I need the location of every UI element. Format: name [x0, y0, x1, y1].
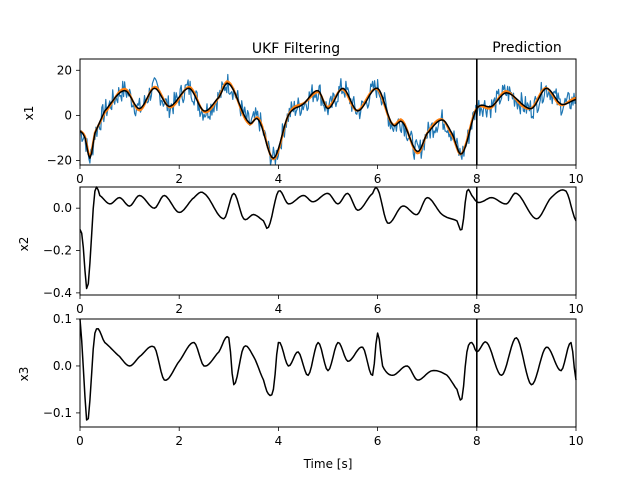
- x-tick-label: 6: [374, 172, 382, 186]
- x-tick-label: 2: [175, 302, 183, 316]
- x-tick-label: 2: [175, 172, 183, 186]
- x-tick-label: 8: [473, 172, 481, 186]
- series-layer: [79, 186, 577, 295]
- y-axis-label: x1: [22, 106, 36, 121]
- x-tick-label: 6: [374, 434, 382, 448]
- x-tick-label: 4: [275, 434, 283, 448]
- x-tick-label: 8: [473, 434, 481, 448]
- y-tick-label: −20: [47, 153, 72, 167]
- x-tick-label: 0: [76, 302, 84, 316]
- ticks-layer: 0 2 4 6 8 10 −20 0 20: [47, 63, 584, 186]
- chart-title: UKF Filtering: [252, 41, 340, 57]
- x-tick-label: 4: [275, 172, 283, 186]
- ticks-layer: 0 2 4 6 8 10 −0.1 0.0 0.1: [43, 312, 584, 448]
- y-axis-label: x2: [17, 237, 31, 252]
- x-tick-label: 8: [473, 302, 481, 316]
- plot-frame: [79, 318, 577, 428]
- y-tick-label: 20: [57, 63, 72, 77]
- ticks-layer: 0 2 4 6 8 10 −0.4 −0.2 0.0: [43, 201, 584, 316]
- x-axis-label: Time [s]: [303, 457, 353, 471]
- series-layer: [79, 318, 577, 427]
- series-line-x2-estimate: [79, 186, 577, 290]
- y-tick-label: −0.4: [43, 286, 72, 300]
- y-tick-label: 0.0: [53, 359, 72, 373]
- series-layer: [79, 59, 577, 166]
- y-tick-label: −0.1: [43, 406, 72, 420]
- x-tick-label: 10: [568, 434, 583, 448]
- x-tick-label: 2: [175, 434, 183, 448]
- x-tick-label: 10: [568, 172, 583, 186]
- y-tick-label: 0: [64, 108, 72, 122]
- series-line-true-state: [79, 82, 577, 159]
- panel-x2: x2 0 2 4 6 8 10 −0.4 −0.2 0.0: [17, 186, 584, 316]
- panel-x3: x3 0 2 4 6 8 10 −0.1 0.0 0.1 Time [s]: [17, 312, 584, 471]
- y-tick-label: 0.1: [53, 312, 72, 326]
- x-tick-label: 10: [568, 302, 583, 316]
- x-tick-label: 6: [374, 302, 382, 316]
- series-line-ukf-estimate: [79, 80, 577, 161]
- plot-frame: [79, 58, 577, 166]
- y-tick-label: −0.2: [43, 244, 72, 258]
- y-tick-label: 0.0: [53, 201, 72, 215]
- prediction-annotation: Prediction: [492, 40, 562, 56]
- x-tick-label: 0: [76, 434, 84, 448]
- series-line-x3-estimate: [79, 318, 577, 421]
- x-tick-label: 0: [76, 172, 84, 186]
- x-tick-label: 4: [275, 302, 283, 316]
- series-line-measurement: [79, 73, 577, 166]
- panel-x1: UKF Filtering Prediction x1 0 2 4 6 8 10 −20 0 2…: [22, 40, 584, 186]
- y-axis-label: x3: [17, 367, 31, 382]
- plot-frame: [79, 186, 577, 296]
